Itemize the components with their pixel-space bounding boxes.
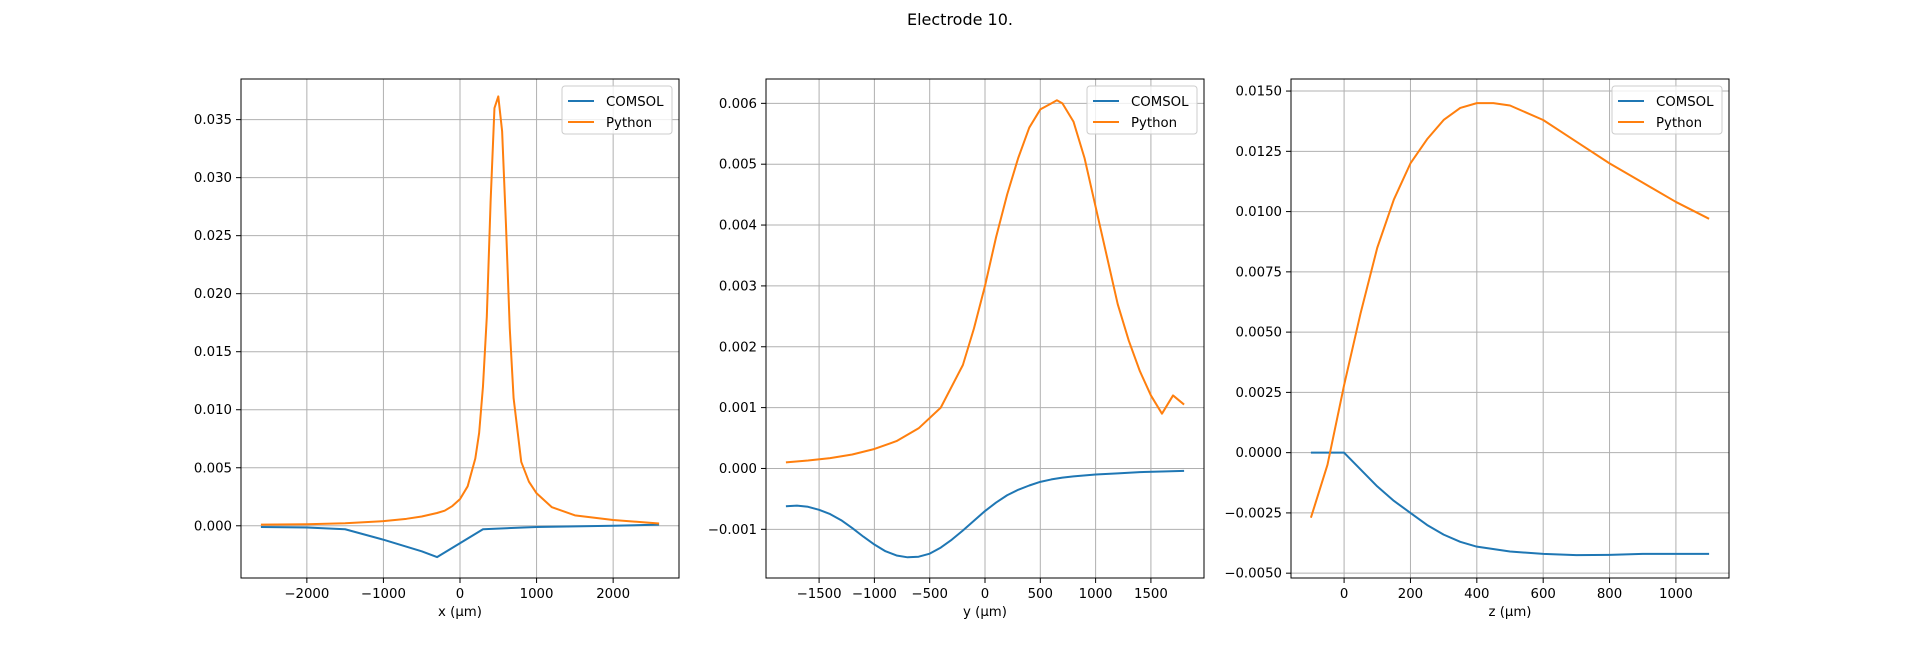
y-tick-label: 0.000 <box>194 519 232 534</box>
x-tick-label: 1000 <box>1079 587 1113 602</box>
y-tick-label: 0.0100 <box>1235 205 1282 220</box>
axes-frame <box>1290 78 1730 579</box>
x-axis-label: x (µm) <box>438 605 482 620</box>
y-tick-label: 0.0150 <box>1235 85 1282 100</box>
subplot-z: 0 200 400 600 800 1000 −0.0050 −0.0025 0.0000 0.0… <box>1224 78 1730 620</box>
x-tick-label: 0 <box>981 587 989 602</box>
y-tick-label: 0.0075 <box>1235 265 1282 280</box>
x-tick-label: 200 <box>1398 587 1423 602</box>
y-tick-label: 0.025 <box>194 229 232 244</box>
x-axis-label: z (µm) <box>1489 605 1532 620</box>
y-tick-label: 0.004 <box>719 219 757 234</box>
series-line-comsol <box>260 523 660 559</box>
x-tick-label: 1000 <box>520 587 554 602</box>
series-line-comsol <box>1310 451 1710 557</box>
series-line-python <box>785 99 1185 464</box>
subplot-y: −1500 −1000 −500 0 500 1000 1500 −0.001 0.000 0.0… <box>708 78 1205 620</box>
y-tick-label: 0.035 <box>194 113 232 128</box>
subplot-x: −2000 −1000 0 1000 2000 0.000 0.005 0.010 0.015 0… <box>194 78 680 620</box>
x-tick-label: −1000 <box>361 587 406 602</box>
y-tick-label: 0.015 <box>194 345 232 360</box>
legend: COMSOL Python <box>1086 85 1198 135</box>
y-tick-label: 0.010 <box>194 403 232 418</box>
legend-label-python: Python <box>1131 116 1177 131</box>
y-tick-label: 0.005 <box>194 461 232 476</box>
y-tick-label: 0.003 <box>719 279 757 294</box>
x-tick-label: 2000 <box>596 587 630 602</box>
y-tick-label: 0.0025 <box>1235 386 1282 401</box>
y-tick-label: −0.001 <box>708 523 757 538</box>
x-tick-label: 0 <box>456 587 464 602</box>
y-tick-label: 0.002 <box>719 340 757 355</box>
x-tick-label: −2000 <box>284 587 329 602</box>
figure-title: Electrode 10. <box>907 10 1013 29</box>
legend: COMSOL Python <box>561 85 673 135</box>
x-tick-label: −1000 <box>852 587 897 602</box>
y-tick-label: 0.0000 <box>1235 446 1282 461</box>
y-tick-label: −0.0050 <box>1224 567 1282 582</box>
x-axis-label: y (µm) <box>963 605 1007 620</box>
y-tick-label: 0.006 <box>719 97 757 112</box>
y-tick-label: 0.001 <box>719 401 757 416</box>
y-tick-label: 0.0125 <box>1235 145 1282 160</box>
x-tick-label: −1500 <box>797 587 842 602</box>
legend-label-comsol: COMSOL <box>606 95 664 110</box>
x-tick-label: 500 <box>1028 587 1053 602</box>
legend-label-python: Python <box>606 116 652 131</box>
legend: COMSOL Python <box>1611 85 1723 135</box>
x-tick-label: 600 <box>1530 587 1555 602</box>
y-tick-label: 0.0050 <box>1235 326 1282 341</box>
legend-label-python: Python <box>1656 116 1702 131</box>
x-tick-label: −500 <box>911 587 948 602</box>
legend-label-comsol: COMSOL <box>1656 95 1714 110</box>
y-tick-label: 0.000 <box>719 462 757 477</box>
series-line-python <box>1309 102 1710 519</box>
y-tick-label: 0.020 <box>194 287 232 302</box>
series-line-comsol <box>785 469 1185 559</box>
series-line-python <box>260 95 660 526</box>
y-tick-label: 0.030 <box>194 171 232 186</box>
x-tick-label: 400 <box>1464 587 1489 602</box>
legend-label-comsol: COMSOL <box>1131 95 1189 110</box>
x-tick-label: 1500 <box>1134 587 1168 602</box>
x-tick-label: 0 <box>1340 587 1348 602</box>
x-tick-label: 800 <box>1597 587 1622 602</box>
x-tick-label: 1000 <box>1659 587 1693 602</box>
y-tick-label: −0.0025 <box>1224 506 1282 521</box>
y-tick-label: 0.005 <box>719 158 757 173</box>
